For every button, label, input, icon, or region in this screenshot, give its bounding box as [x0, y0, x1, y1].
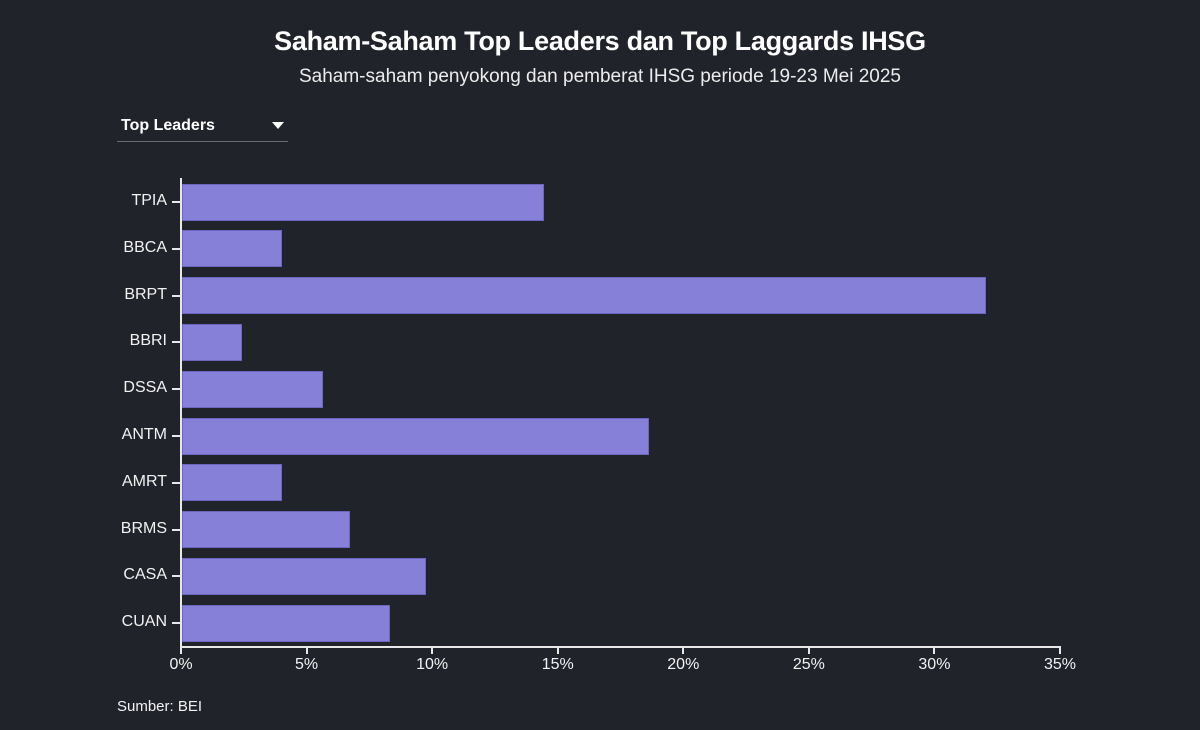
x-tick-label: 0% [169, 656, 193, 673]
x-tick-label: 10% [416, 656, 449, 673]
x-tick [682, 646, 685, 654]
chart-title: Saham-Saham Top Leaders dan Top Laggards… [274, 26, 926, 56]
bar-amrt[interactable] [182, 464, 283, 502]
y-tick-label: CASA [123, 566, 167, 584]
bar-casa[interactable] [182, 557, 426, 595]
y-tick [172, 341, 180, 344]
x-tick-label: 20% [667, 656, 700, 673]
bar-brpt[interactable] [182, 277, 986, 315]
y-tick [172, 294, 180, 297]
y-tick [172, 388, 180, 391]
y-tick [172, 575, 180, 578]
y-tick-label: ANTM [121, 426, 167, 443]
y-tick-label: BBCA [123, 238, 167, 256]
x-tick [807, 646, 810, 654]
bar-brms[interactable] [182, 511, 351, 549]
y-tick [172, 622, 180, 625]
y-tick [172, 481, 180, 484]
x-tick [556, 646, 559, 654]
bar-bbri[interactable] [182, 323, 243, 361]
chart-subtitle: Saham-saham penyokong dan pemberat IHSG … [298, 66, 902, 87]
dropdown-selected-label: Top Leaders [121, 117, 215, 134]
bar-tpia[interactable] [182, 183, 544, 221]
x-tick-label: 15% [541, 656, 574, 673]
x-tick [305, 646, 308, 654]
source-note: Sumber: BEI [117, 698, 203, 715]
bar-cuan[interactable] [182, 604, 391, 642]
y-tick-label: AMRT [121, 472, 167, 490]
x-tick-label: 30% [918, 656, 951, 673]
x-tick-label: 35% [1043, 656, 1077, 673]
y-tick-label: BBRI [129, 332, 167, 350]
x-tick [180, 646, 182, 654]
y-axis-line [180, 178, 182, 648]
category-dropdown[interactable]: Top Leaders [117, 110, 288, 142]
y-tick-label: DSSA [123, 379, 167, 397]
x-tick [1059, 646, 1061, 654]
x-tick [431, 646, 434, 654]
y-tick [172, 247, 180, 250]
y-tick-label: BRPT [124, 285, 167, 303]
y-tick-label: TPIA [131, 192, 167, 209]
y-tick [172, 201, 180, 203]
bar-dssa[interactable] [182, 370, 323, 408]
x-tick-label: 5% [295, 656, 319, 673]
x-axis-line [180, 646, 1060, 648]
x-tick [933, 646, 936, 654]
y-tick-label: BRMS [120, 519, 167, 537]
y-tick [172, 435, 180, 437]
y-tick-label: CUAN [121, 613, 167, 631]
caret-down-icon [272, 122, 284, 129]
y-tick [172, 528, 180, 531]
bar-antm[interactable] [182, 417, 650, 455]
bar-bbca[interactable] [182, 230, 283, 268]
x-tick-label: 25% [792, 656, 825, 673]
